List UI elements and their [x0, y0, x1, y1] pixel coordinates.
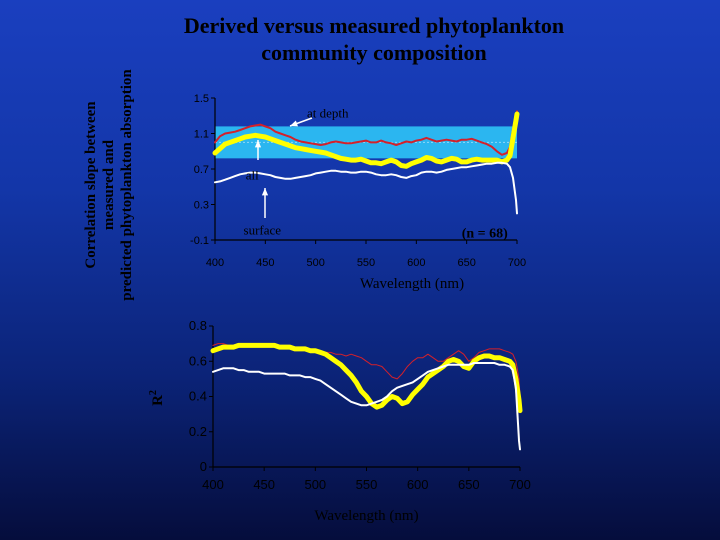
- svg-text:R2: R2: [148, 390, 166, 406]
- r-squared-label: R: [150, 395, 166, 406]
- top-x-tick-label: 650: [457, 257, 475, 269]
- bottom-y-tick-label: 0: [200, 459, 207, 474]
- bottom-y-tick-label: 0.6: [189, 353, 207, 368]
- top-at-depth-arrow-head: [290, 120, 298, 127]
- bottom-y-tick-label: 0.8: [189, 318, 207, 333]
- top-x-tick-label: 500: [306, 257, 324, 269]
- slide-title-line-1: Derived versus measured phytoplankton: [184, 13, 564, 38]
- r-squared-superscript: 2: [148, 390, 159, 395]
- top-series-line-1: [214, 110, 518, 156]
- top-x-tick-label: 700: [508, 257, 526, 269]
- top-annotation: (n = 68): [462, 226, 508, 241]
- top-one-to-one-band: [215, 126, 517, 159]
- top-x-axis-label: Wavelength (nm): [360, 276, 464, 292]
- top-y-tick-label: 1.1: [194, 129, 209, 141]
- top-all-arrow-head: [254, 140, 262, 148]
- top-annotation: surface: [244, 223, 282, 238]
- bottom-series-line-2: [210, 342, 523, 414]
- top-series-line-3: [214, 161, 518, 215]
- top-x-tick-label: 400: [206, 257, 224, 269]
- top-series-line-2: [212, 111, 520, 169]
- top-y-tick-label: 0.3: [194, 200, 209, 212]
- bottom-chart: 0.8 0.6 0.4 0.2 0 400 450 500 550 600 650 700 Wavele…: [189, 318, 531, 524]
- top-y-tick-label: 0.7: [194, 164, 209, 176]
- bottom-series-line-1: [212, 343, 521, 397]
- top-annotation: all: [246, 168, 259, 183]
- top-y-tick-label: 1.5: [194, 93, 209, 105]
- bottom-x-axis-label: Wavelength (nm): [314, 508, 418, 524]
- bottom-x-tick-label: 450: [253, 477, 275, 492]
- top-surface-arrow-head: [261, 188, 269, 196]
- bottom-y-tick-label: 0.4: [189, 389, 207, 404]
- top-ylabel-line-3: predicted phytoplankton absorption: [119, 69, 135, 301]
- top-ylabel-line-1: Correlation slope between: [83, 101, 99, 269]
- top-annotation: at depth: [307, 106, 349, 121]
- bottom-y-tick-label: 0.2: [189, 424, 207, 439]
- bottom-x-tick-label: 650: [458, 477, 480, 492]
- bottom-series-line-3: [212, 362, 521, 451]
- slide-title-line-2: community composition: [261, 40, 487, 65]
- bottom-x-tick-label: 550: [356, 477, 378, 492]
- top-chart: 1.5 1.1 0.7 0.3 -0.1 400 450 500 550 600 650 700 Wav…: [190, 93, 526, 292]
- top-x-tick-label: 600: [407, 257, 425, 269]
- bottom-x-tick-label: 700: [509, 477, 531, 492]
- top-ylabel-line-2: measured and: [101, 139, 117, 230]
- top-chart-ylabel: Correlation slope between measured and p…: [83, 69, 135, 301]
- top-y-tick-label: -0.1: [190, 235, 209, 247]
- bottom-chart-ylabel: R2: [148, 390, 166, 406]
- bottom-x-tick-label: 600: [407, 477, 429, 492]
- top-x-tick-label: 450: [256, 257, 274, 269]
- bottom-x-tick-label: 400: [202, 477, 224, 492]
- bottom-x-tick-label: 500: [304, 477, 326, 492]
- top-x-tick-label: 550: [357, 257, 375, 269]
